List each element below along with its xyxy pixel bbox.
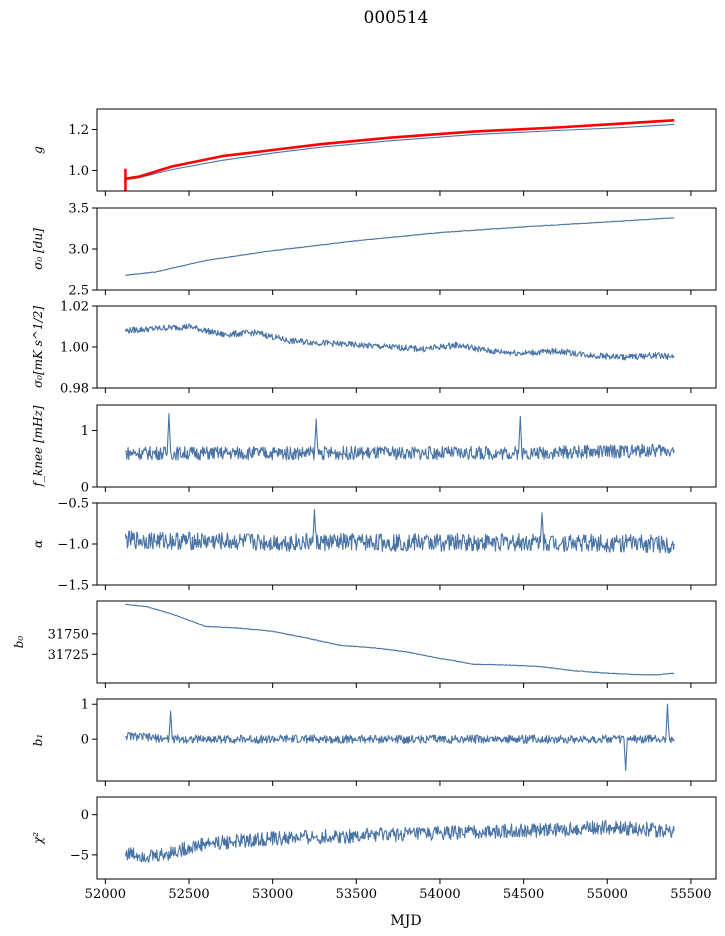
- ytick-label-b1: 0: [81, 733, 89, 748]
- ytick-label-chi2: 0: [81, 808, 89, 823]
- xtick-label: 53500: [336, 887, 377, 902]
- xtick-label: 54500: [503, 887, 544, 902]
- ytick-label-fknee: 0: [81, 481, 89, 496]
- ytick-label-b1: 1: [81, 698, 89, 713]
- ytick-label-alpha: −1.5: [57, 579, 89, 594]
- x-axis-label: MJD: [390, 913, 421, 929]
- xtick-label: 55500: [670, 887, 711, 902]
- panel-chi2: −5 0 52000 52500 53000 53500 54000 54500 55000 55…: [31, 796, 717, 902]
- xtick-label: 52500: [168, 887, 209, 902]
- ytick-label-sigma0: 3.0: [68, 243, 89, 258]
- series-g-0: [125, 123, 675, 181]
- series-g-1: [125, 119, 675, 180]
- panel-fknee: 0 1 f_knee [mHz]: [31, 404, 717, 496]
- axes-frame-chi2: [96, 796, 717, 880]
- ylabel-b0: b₀: [12, 636, 26, 649]
- ylabel-chi2: χ²: [31, 832, 45, 845]
- ytick-label-g: 1.2: [68, 123, 89, 138]
- ytick-label-sigma0_mks: 1.00: [60, 341, 89, 356]
- ylabel-g: g: [31, 146, 45, 154]
- ytick-label-sigma0_mks: 0.98: [60, 382, 89, 397]
- xtick-label: 52000: [85, 887, 126, 902]
- axes-frame-fknee: [96, 404, 717, 488]
- ytick-label-chi2: −5: [70, 848, 89, 863]
- ylabel-fknee: f_knee [mHz]: [31, 405, 45, 487]
- axes-frame-b0: [96, 600, 717, 684]
- ytick-label-sigma0: 3.5: [68, 202, 89, 217]
- series-alpha-0: [124, 509, 675, 554]
- panel-b0: 31725 31750 b₀: [12, 600, 717, 688]
- panel-b1: 0 1 b₁: [31, 698, 717, 786]
- ylabel-sigma0_mks: σ₀[mK s^1/2]: [31, 306, 45, 388]
- axes-frame-g: [96, 108, 717, 192]
- panel-sigma0_mks: 0.98 1.00 1.02 σ₀[mK s^1/2]: [31, 300, 717, 397]
- panels: 1.0 1.2 g 2.5 3.0 3.5 σ₀ [du] 0.98 1.00 1.02 σ₀[mK…: [12, 108, 717, 902]
- ytick-label-b0: 31725: [48, 648, 89, 663]
- ylabel-sigma0: σ₀ [du]: [31, 228, 45, 270]
- series-b0-0: [125, 603, 675, 676]
- panel-alpha: −1.5 −1.0 −0.5 α: [31, 497, 717, 594]
- series-chi2-0: [124, 820, 675, 863]
- ytick-label-fknee: 1: [81, 424, 89, 439]
- ylabel-b1: b₁: [31, 734, 45, 747]
- ytick-label-alpha: −0.5: [57, 497, 89, 512]
- axes-frame-sigma0: [96, 207, 717, 291]
- series-sigma0-0: [125, 217, 675, 276]
- ytick-label-sigma0: 2.5: [68, 284, 89, 299]
- series-b1-0: [124, 703, 675, 772]
- ytick-label-b0: 31750: [48, 627, 89, 642]
- figure-title: 000514: [364, 8, 429, 28]
- ylabel-alpha: α: [31, 540, 45, 548]
- panel-sigma0: 2.5 3.0 3.5 σ₀ [du]: [31, 202, 717, 299]
- series-fknee-0: [124, 412, 675, 461]
- panel-g: 1.0 1.2 g: [31, 108, 717, 196]
- xtick-label: 53000: [252, 887, 293, 902]
- xtick-label: 55000: [587, 887, 628, 902]
- ytick-label-alpha: −1.0: [57, 538, 89, 553]
- ytick-label-sigma0_mks: 1.02: [60, 300, 89, 315]
- ytick-label-g: 1.0: [68, 164, 89, 179]
- axes-frame-b1: [96, 698, 717, 782]
- series-sigma0_mks-0: [124, 323, 675, 361]
- xtick-label: 54000: [419, 887, 460, 902]
